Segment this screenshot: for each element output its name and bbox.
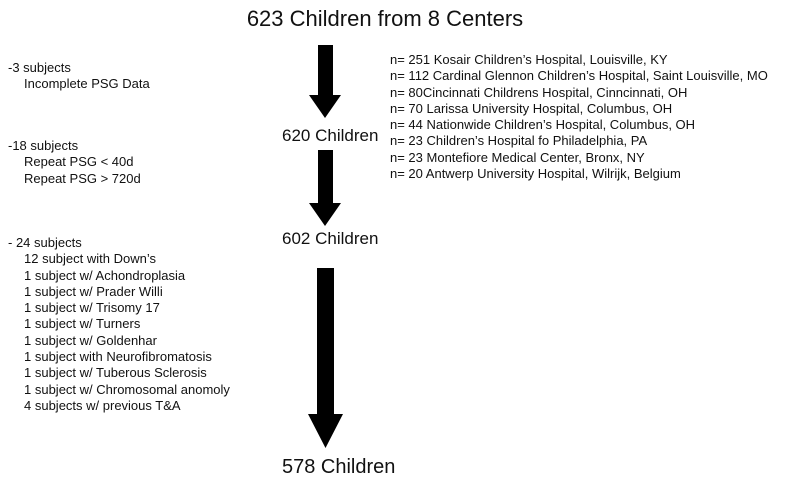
exclusion-item: 1 subject w/ Trisomy 17 [24, 300, 160, 316]
exclusion-item: 1 subject w/ Achondroplasia [24, 267, 186, 283]
exclusion-item: 1 subject with Neurofibromatosis [24, 349, 212, 365]
exclusion-heading: -3 subjects [8, 60, 71, 75]
title: 623 Children from 8 Centers [246, 6, 524, 31]
exclusion-item: Repeat PSG < 40d [24, 154, 134, 170]
exclusion-item: Repeat PSG > 720d [24, 170, 141, 186]
exclusion-item: 4 subjects w/ previous T&A [24, 397, 181, 413]
exclusion-item: 12 subject with Down’s [24, 251, 156, 267]
node: 602 Children [282, 229, 379, 248]
center: n= 70 Larissa University Hospital, Colum… [390, 100, 673, 116]
center: n= 44 Nationwide Children’s Hospital, Co… [390, 117, 696, 133]
arrow [309, 150, 341, 226]
node: 578 Children [282, 456, 396, 478]
exclusion-block: -18 subjects Repeat PSG < 40d Repeat PSG >… [8, 138, 141, 187]
exclusion-item: 1 subject w/ Chromosomal anomoly [24, 381, 230, 397]
center: n= 23 Children’s Hospital fo Philadelphi… [390, 133, 648, 149]
exclusion-heading: - 24 subjects [8, 235, 82, 250]
exclusion-item: 1 subject w/ Goldenhar [24, 332, 157, 348]
exclusion-item: 1 subject w/ Prader Willi [24, 283, 163, 299]
center: n= 80Cincinnati Childrens Hospital, Cinn… [390, 84, 688, 100]
exclusion-item: Incomplete PSG Data [24, 76, 150, 92]
center: n= 23 Montefiore Medical Center, Bronx, … [390, 149, 645, 165]
exclusion-item: 1 subject w/ Turners [24, 316, 141, 332]
center: n= 20 Antwerp University Hospital, Wilri… [390, 166, 681, 182]
exclusion-block: -3 subjects Incomplete PSG Data [8, 60, 150, 93]
exclusion-item: 1 subject w/ Tuberous Sclerosis [24, 365, 207, 381]
arrow [308, 268, 343, 448]
exclusion-heading: -18 subjects [8, 138, 79, 153]
center: n= 251 Kosair Children’s Hospital, Louis… [390, 52, 668, 67]
exclusion-block: - 24 subjects 12 subject with Down’s 1 sub… [8, 235, 230, 414]
center: n= 112 Cardinal Glennon Children’s Hospi… [390, 68, 768, 84]
arrow [309, 45, 341, 118]
center-list: n= 251 Kosair Children’s Hospital, Louis… [390, 52, 768, 182]
node: 620 Children [282, 126, 379, 145]
